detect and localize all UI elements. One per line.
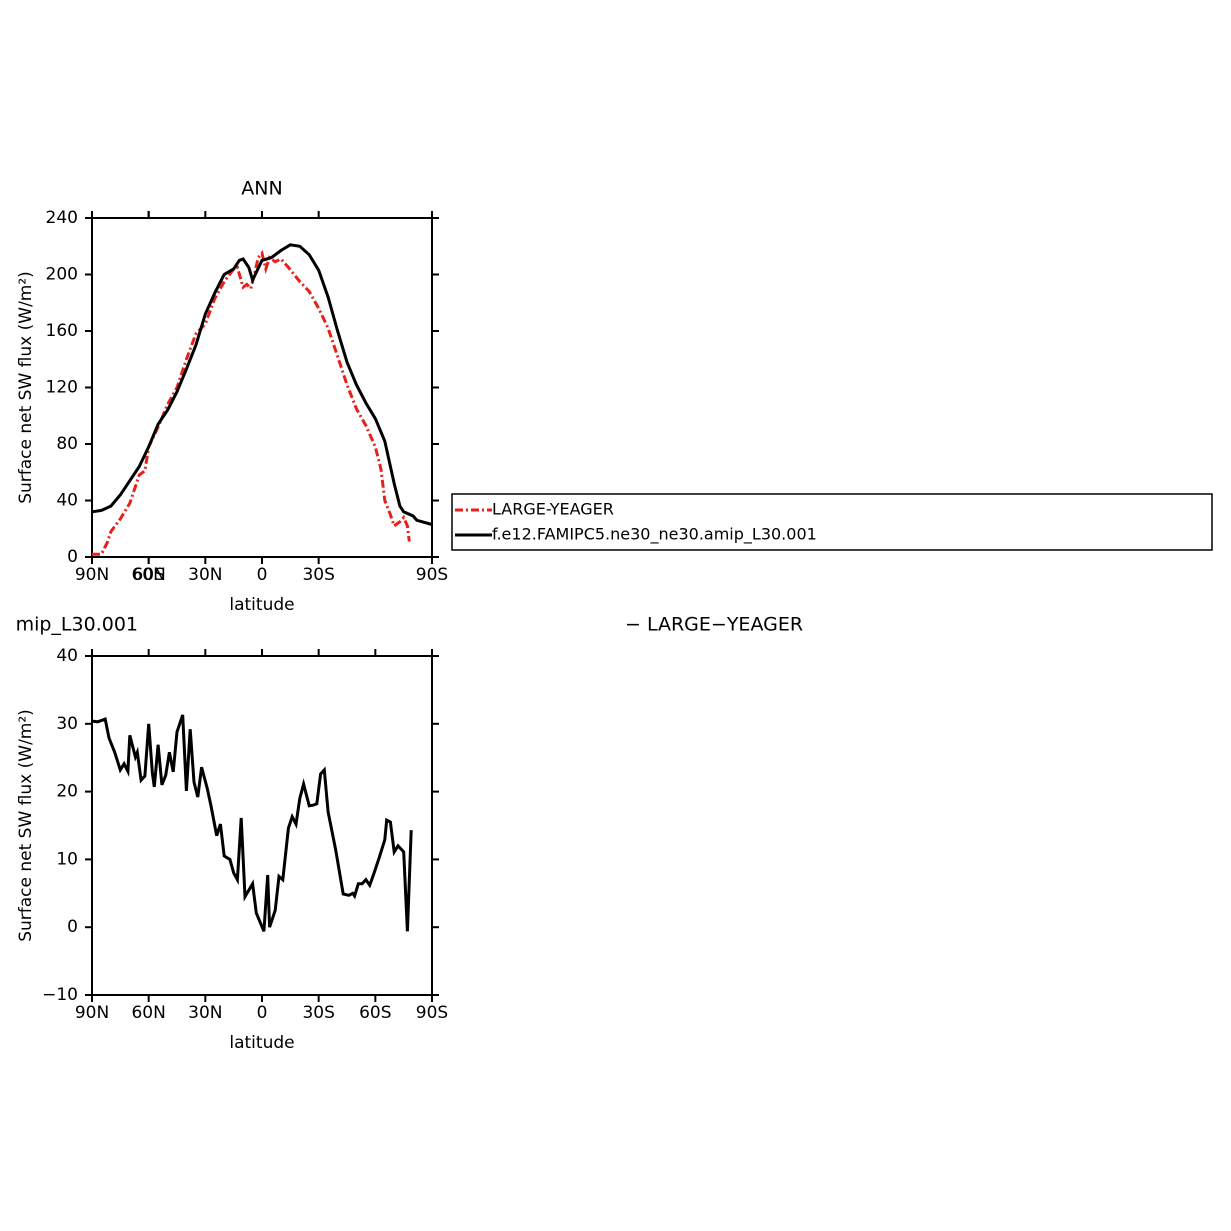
x-tick-label: 90S [416,565,448,585]
y-tick-label: 240 [46,208,78,228]
y-tick-label: 0 [67,547,78,567]
x-tick-label: 60S [359,1003,391,1023]
x-tick-label: 0 [257,565,268,585]
y-tick-label: 10 [56,849,78,869]
y-tick-label: 20 [56,782,78,802]
legend-label: LARGE-YEAGER [492,500,614,519]
y-tick-label: 0 [67,917,78,937]
x-tick-label: 60N [131,565,165,585]
y-tick-label: 80 [56,434,78,454]
y-tick-label: 200 [46,265,78,285]
y-axis-label: Surface net SW flux (W/m²) [16,709,36,942]
y-tick-label: 120 [46,378,78,398]
data-line [91,714,413,932]
y-tick-label: 160 [46,321,78,341]
x-axis-label: latitude [229,595,294,615]
chart-title: ANN [241,178,282,200]
plot-frame [91,655,433,996]
x-tick-label: 30N [188,1003,222,1023]
chart-subtitle: − LARGE−YEAGER [625,614,803,636]
x-tick-label: 60S [132,565,164,585]
y-axis-label: Surface net SW flux (W/m²) [16,271,36,504]
y-tick-label: 40 [56,646,78,666]
data-line [91,243,433,526]
x-tick-label: 90N [75,565,109,585]
x-tick-label: 60N [131,1003,165,1023]
x-axis-label: latitude [229,1033,294,1053]
x-tick-label: 30N [188,565,222,585]
x-tick-label: 30S [302,1003,334,1023]
legend-label: f.e12.FAMIPC5.ne30_ne30.amip_L30.001 [492,525,817,545]
chart-title: mip_L30.001 [16,614,138,636]
x-tick-label: 90N [75,1003,109,1023]
legend-box [451,493,1213,551]
plot-frame [91,217,433,558]
y-tick-label: −10 [42,985,78,1005]
x-tick-label: 90S [416,1003,448,1023]
data-line [92,250,411,556]
x-tick-label: 0 [257,1003,268,1023]
y-tick-label: 30 [56,714,78,734]
x-tick-label: 30S [302,565,334,585]
y-tick-label: 40 [56,491,78,511]
